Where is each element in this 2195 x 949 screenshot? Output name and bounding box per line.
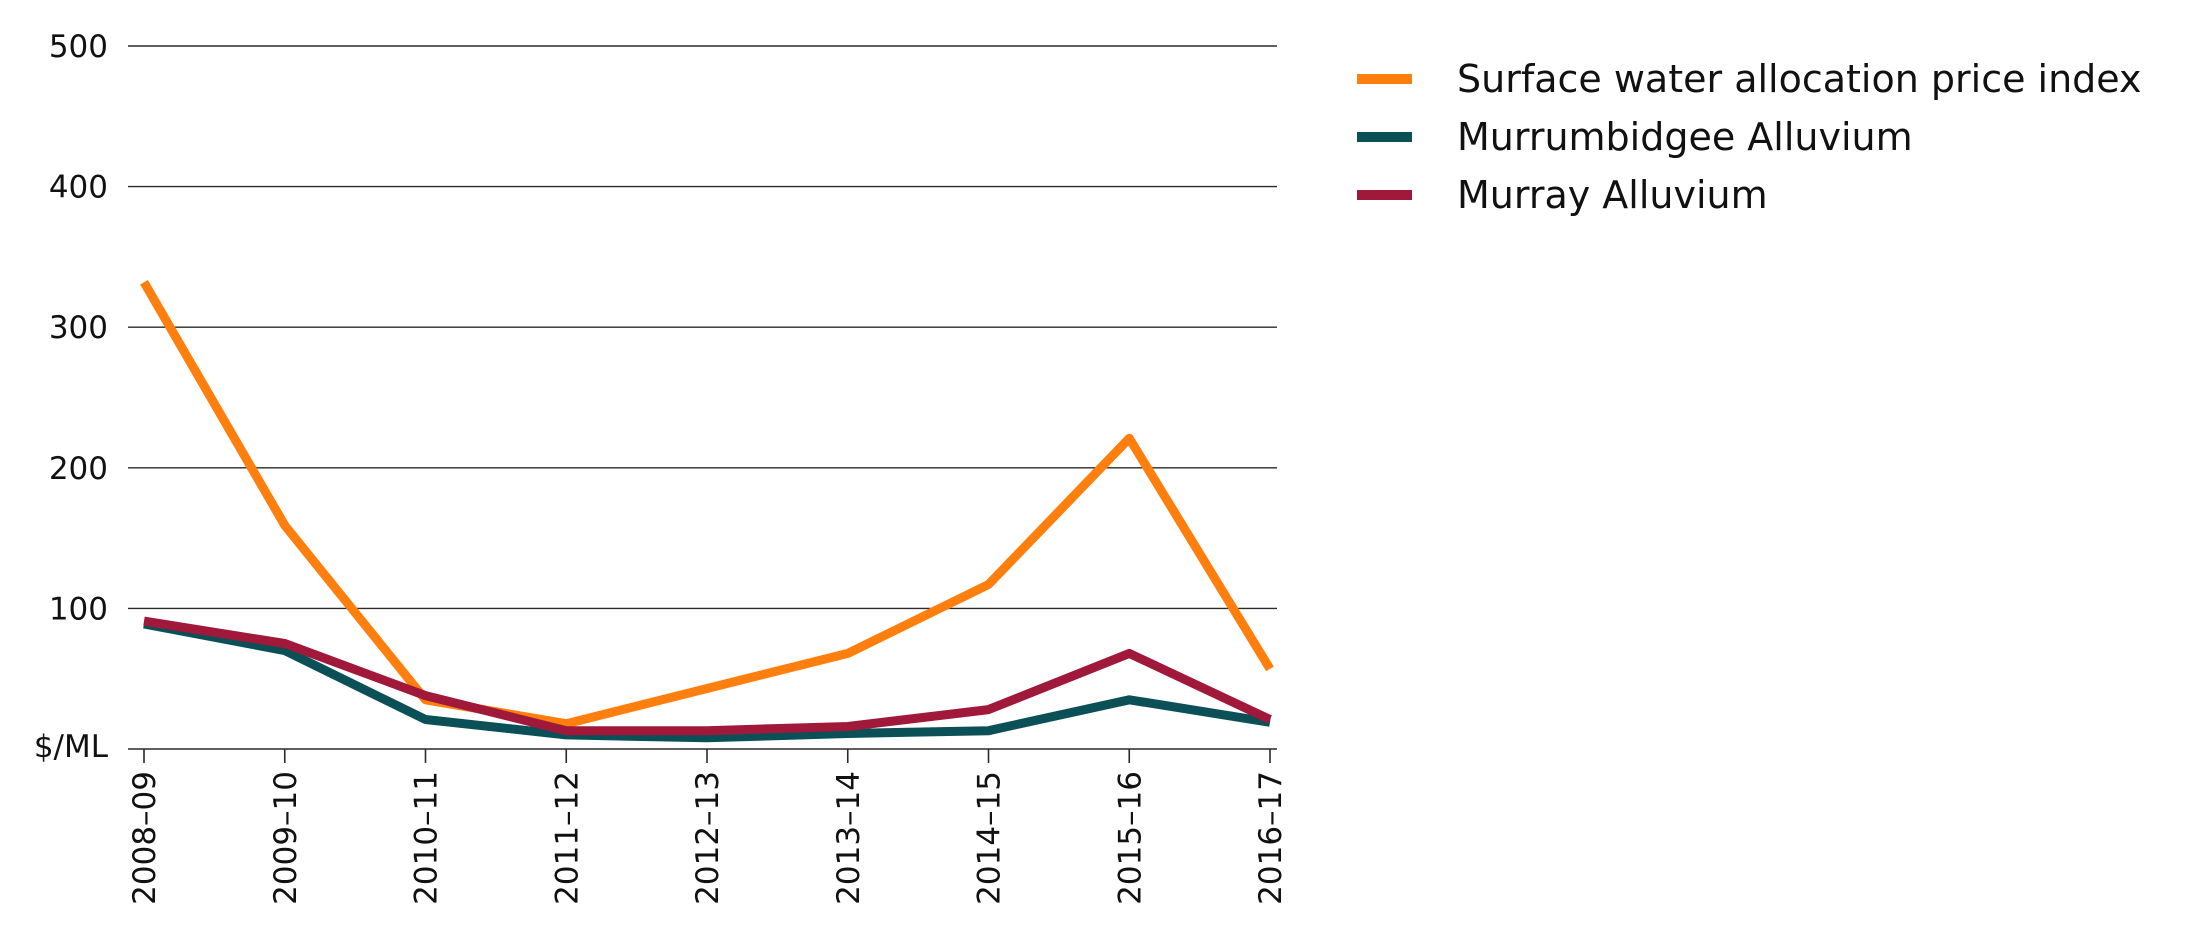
legend-label-murray-alluvium: Murray Alluvium bbox=[1457, 173, 1768, 217]
y-tick-label-300: 300 bbox=[49, 310, 108, 346]
x-tick-label-2014-15: 2014–15 bbox=[972, 771, 1008, 905]
series-lines bbox=[140, 279, 1274, 743]
x-axis bbox=[128, 748, 1277, 763]
x-tick-label-2013-14: 2013–14 bbox=[831, 771, 867, 905]
series-line-murrumbidgee-alluvium bbox=[143, 619, 1271, 743]
x-tick-label-2009-10: 2009–10 bbox=[268, 771, 304, 905]
x-tick-label-2016-17: 2016–17 bbox=[1253, 771, 1289, 905]
x-tick-label-2010-11: 2010–11 bbox=[409, 771, 445, 905]
y-axis-tick-labels: 500 400 300 200 100 bbox=[49, 29, 108, 627]
legend-item-murrumbidgee-alluvium: Murrumbidgee Alluvium bbox=[1357, 115, 1913, 159]
legend-item-murray-alluvium: Murray Alluvium bbox=[1357, 173, 1768, 217]
x-tick-label-2008-09: 2008–09 bbox=[127, 771, 163, 905]
series-line-murray-alluvium bbox=[143, 616, 1272, 736]
x-tick-label-2015-16: 2015–16 bbox=[1112, 771, 1148, 905]
legend: Surface water allocation price index Murr… bbox=[1357, 57, 2142, 217]
y-tick-label-400: 400 bbox=[49, 170, 108, 206]
legend-item-surface-water-allocation-price-index: Surface water allocation price index bbox=[1357, 57, 2142, 101]
y-tick-label-200: 200 bbox=[49, 451, 108, 487]
series-line-surface-water-allocation-price-index bbox=[140, 279, 1274, 729]
x-axis-tick-labels: 2008–09 2009–10 2010–11 2011–12 2012–13 2013–… bbox=[127, 771, 1289, 905]
y-tick-label-500: 500 bbox=[49, 29, 108, 65]
y-axis-unit-label: $/ML bbox=[34, 729, 109, 765]
x-tick-label-2011-12: 2011–12 bbox=[549, 771, 585, 905]
legend-label-surface-water-allocation-price-index: Surface water allocation price index bbox=[1457, 57, 2142, 101]
x-tick-label-2012-13: 2012–13 bbox=[690, 771, 726, 905]
gridlines bbox=[128, 45, 1277, 610]
legend-label-murrumbidgee-alluvium: Murrumbidgee Alluvium bbox=[1457, 115, 1913, 159]
y-tick-label-100: 100 bbox=[49, 591, 108, 627]
